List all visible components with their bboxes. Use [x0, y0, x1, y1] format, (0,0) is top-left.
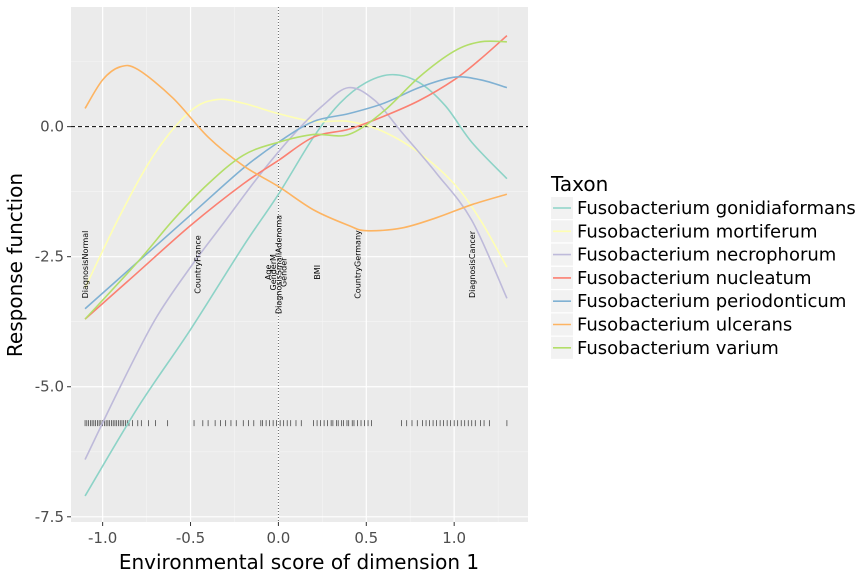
variable-labels: DiagnosisNormal CountryFrance AgeGenderMDi…	[81, 215, 477, 314]
rug-marks	[84, 420, 508, 427]
series-line-fusobacterium-ulcerans	[84, 64, 508, 232]
y-axis-title: Response function	[3, 173, 27, 357]
legend-label: Fusobacterium gonidiaformans	[577, 198, 856, 219]
x-tick-label: -1.0	[88, 529, 117, 547]
series-lines	[84, 35, 508, 497]
variable-label: BMI	[313, 265, 322, 280]
legend-title: Taxon	[550, 172, 608, 196]
grid-minor	[71, 7, 528, 522]
y-tick-label: -7.5	[35, 508, 64, 526]
y-axis: -7.5 -5.0 -2.5 0.0	[35, 118, 71, 526]
series-line-fusobacterium-varium	[84, 40, 507, 320]
legend-label: Fusobacterium nucleatum	[577, 268, 812, 289]
series-line-fusobacterium-necrophorum	[84, 86, 508, 460]
x-tick-label: 1.0	[442, 529, 466, 547]
legend-label: Fusobacterium ulcerans	[577, 315, 792, 336]
variable-label: Gender	[280, 257, 289, 287]
legend-label: Fusobacterium periodonticum	[577, 291, 846, 312]
series-line-fusobacterium-gonidiaformans	[84, 73, 508, 497]
series-line-fusobacterium-periodonticum	[84, 76, 508, 310]
variable-label: CountryGermany	[354, 230, 363, 299]
y-tick-label: -2.5	[35, 248, 64, 266]
legend-label: Fusobacterium varium	[577, 338, 779, 359]
grid-major	[71, 7, 528, 522]
x-tick-label: 0.5	[354, 529, 378, 547]
y-tick-label: -5.0	[35, 378, 64, 396]
variable-label: GenderM	[269, 254, 278, 290]
legend: Taxon Fusobacterium gonidiaformansFusoba…	[550, 172, 856, 359]
legend-label: Fusobacterium mortiferum	[577, 221, 817, 242]
legend-label: Fusobacterium necrophorum	[577, 245, 836, 266]
x-axis-title: Environmental score of dimension 1	[119, 550, 479, 574]
variable-label: DiagnosisCancer	[468, 230, 477, 298]
y-tick-label: 0.0	[40, 118, 64, 136]
x-axis: -1.0 -0.5 0.0 0.5 1.0	[88, 522, 466, 547]
x-tick-label: 0.0	[266, 529, 290, 547]
series-line-fusobacterium-mortiferum	[84, 98, 508, 289]
series-line-fusobacterium-nucleatum	[84, 35, 508, 320]
variable-label: DiagnosisNormal	[81, 231, 90, 299]
plot-panel	[71, 7, 528, 522]
variable-label: Age	[264, 264, 273, 280]
variable-label: DiagnosisSmallAdenoma	[274, 215, 283, 314]
x-tick-label: -0.5	[176, 529, 205, 547]
variable-label: CountryFrance	[194, 235, 203, 293]
